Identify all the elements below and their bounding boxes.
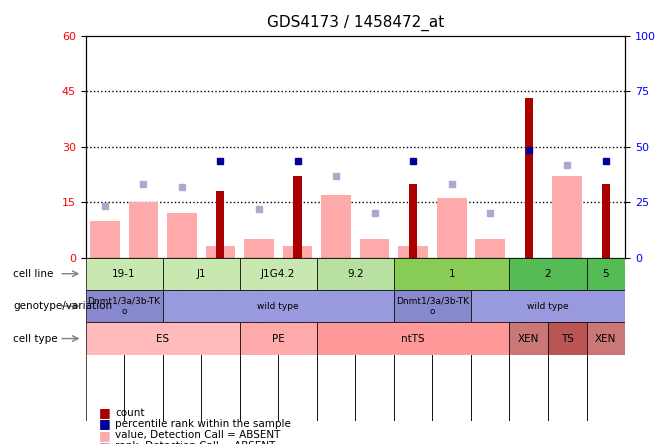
Bar xyxy=(602,183,610,258)
Text: TS: TS xyxy=(561,333,574,344)
Text: XEN: XEN xyxy=(595,333,617,344)
FancyBboxPatch shape xyxy=(240,258,316,290)
FancyBboxPatch shape xyxy=(86,258,163,290)
Text: ntTS: ntTS xyxy=(401,333,425,344)
Text: 1: 1 xyxy=(448,269,455,279)
FancyBboxPatch shape xyxy=(548,322,586,355)
FancyBboxPatch shape xyxy=(586,258,625,290)
Bar xyxy=(216,191,224,258)
Text: 2: 2 xyxy=(545,269,551,279)
FancyBboxPatch shape xyxy=(240,322,316,355)
Text: wild type: wild type xyxy=(527,301,569,311)
FancyBboxPatch shape xyxy=(509,322,548,355)
Bar xyxy=(205,246,236,258)
Bar xyxy=(244,239,274,258)
Text: Dnmt1/3a/3b-TK
o: Dnmt1/3a/3b-TK o xyxy=(396,297,469,316)
FancyBboxPatch shape xyxy=(471,290,625,322)
Text: 5: 5 xyxy=(603,269,609,279)
Text: ■: ■ xyxy=(99,417,111,431)
Text: XEN: XEN xyxy=(518,333,540,344)
Bar xyxy=(398,246,428,258)
Bar xyxy=(409,183,417,258)
FancyBboxPatch shape xyxy=(86,290,163,322)
Text: 9.2: 9.2 xyxy=(347,269,364,279)
FancyBboxPatch shape xyxy=(394,258,509,290)
Text: ■: ■ xyxy=(99,406,111,420)
Bar xyxy=(360,239,390,258)
Bar xyxy=(437,198,467,258)
Text: PE: PE xyxy=(272,333,285,344)
Text: cell type: cell type xyxy=(13,333,58,344)
Bar xyxy=(293,176,301,258)
Text: ■: ■ xyxy=(99,428,111,442)
Bar xyxy=(475,239,505,258)
Bar xyxy=(553,176,582,258)
Bar xyxy=(167,213,197,258)
Bar xyxy=(128,202,158,258)
FancyBboxPatch shape xyxy=(509,258,586,290)
Title: GDS4173 / 1458472_at: GDS4173 / 1458472_at xyxy=(266,15,444,32)
Text: Dnmt1/3a/3b-TK
o: Dnmt1/3a/3b-TK o xyxy=(88,297,161,316)
Text: percentile rank within the sample: percentile rank within the sample xyxy=(115,419,291,429)
Text: ES: ES xyxy=(156,333,169,344)
Text: 19-1: 19-1 xyxy=(113,269,136,279)
Text: rank, Detection Call = ABSENT: rank, Detection Call = ABSENT xyxy=(115,441,276,444)
Bar xyxy=(321,194,351,258)
Text: J1: J1 xyxy=(196,269,206,279)
Text: count: count xyxy=(115,408,145,418)
Text: cell line: cell line xyxy=(13,269,53,279)
Text: ■: ■ xyxy=(99,440,111,444)
Bar xyxy=(524,99,533,258)
Text: wild type: wild type xyxy=(257,301,299,311)
Text: genotype/variation: genotype/variation xyxy=(13,301,113,311)
Bar xyxy=(283,246,313,258)
FancyBboxPatch shape xyxy=(316,322,509,355)
Text: value, Detection Call = ABSENT: value, Detection Call = ABSENT xyxy=(115,430,280,440)
FancyBboxPatch shape xyxy=(316,258,394,290)
FancyBboxPatch shape xyxy=(86,322,240,355)
Text: J1G4.2: J1G4.2 xyxy=(261,269,295,279)
FancyBboxPatch shape xyxy=(163,290,394,322)
FancyBboxPatch shape xyxy=(394,290,471,322)
FancyBboxPatch shape xyxy=(586,322,625,355)
FancyBboxPatch shape xyxy=(163,258,240,290)
Bar xyxy=(90,221,120,258)
